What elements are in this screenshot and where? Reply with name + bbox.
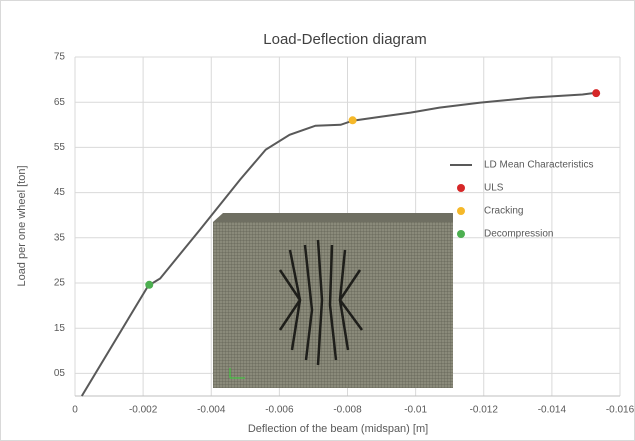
inset-image	[213, 213, 453, 388]
x-tick-label: -0.01	[404, 405, 427, 416]
data-point	[592, 89, 600, 97]
y-tick-label: 05	[54, 368, 66, 379]
x-tick-label: -0.016	[606, 405, 635, 416]
chart: Load-Deflection diagram Deflection of th…	[0, 0, 635, 441]
legend-label: LD Mean Characteristics	[484, 160, 593, 171]
data-point	[349, 116, 357, 124]
legend-swatch	[457, 230, 465, 238]
legend-swatch	[457, 207, 465, 215]
y-tick-label: 15	[54, 323, 66, 334]
legend-label: Decompression	[484, 229, 553, 240]
y-tick-label: 45	[54, 187, 66, 198]
x-tick-label: 0	[72, 405, 78, 416]
x-tick-label: -0.014	[538, 405, 567, 416]
legend-swatch	[457, 184, 465, 192]
x-tick-label: -0.012	[470, 405, 499, 416]
mesh-top	[213, 213, 453, 222]
x-axis-label: Deflection of the beam (midspan) [m]	[248, 423, 428, 435]
x-tick-label: -0.006	[265, 405, 294, 416]
y-tick-label: 25	[54, 278, 66, 289]
legend-label: Cracking	[484, 206, 523, 217]
x-tick-label: -0.004	[197, 405, 226, 416]
y-tick-label: 55	[54, 142, 66, 153]
y-tick-label: 65	[54, 97, 66, 108]
x-tick-label: -0.008	[333, 405, 362, 416]
chart-title: Load-Deflection diagram	[263, 31, 426, 48]
legend-label: ULS	[484, 183, 504, 194]
y-axis-label: Load per one wheel [ton]	[16, 165, 28, 286]
x-tick-label: -0.002	[129, 405, 158, 416]
y-tick-label: 35	[54, 232, 66, 243]
data-point	[145, 281, 153, 289]
y-tick-label: 75	[54, 52, 66, 63]
